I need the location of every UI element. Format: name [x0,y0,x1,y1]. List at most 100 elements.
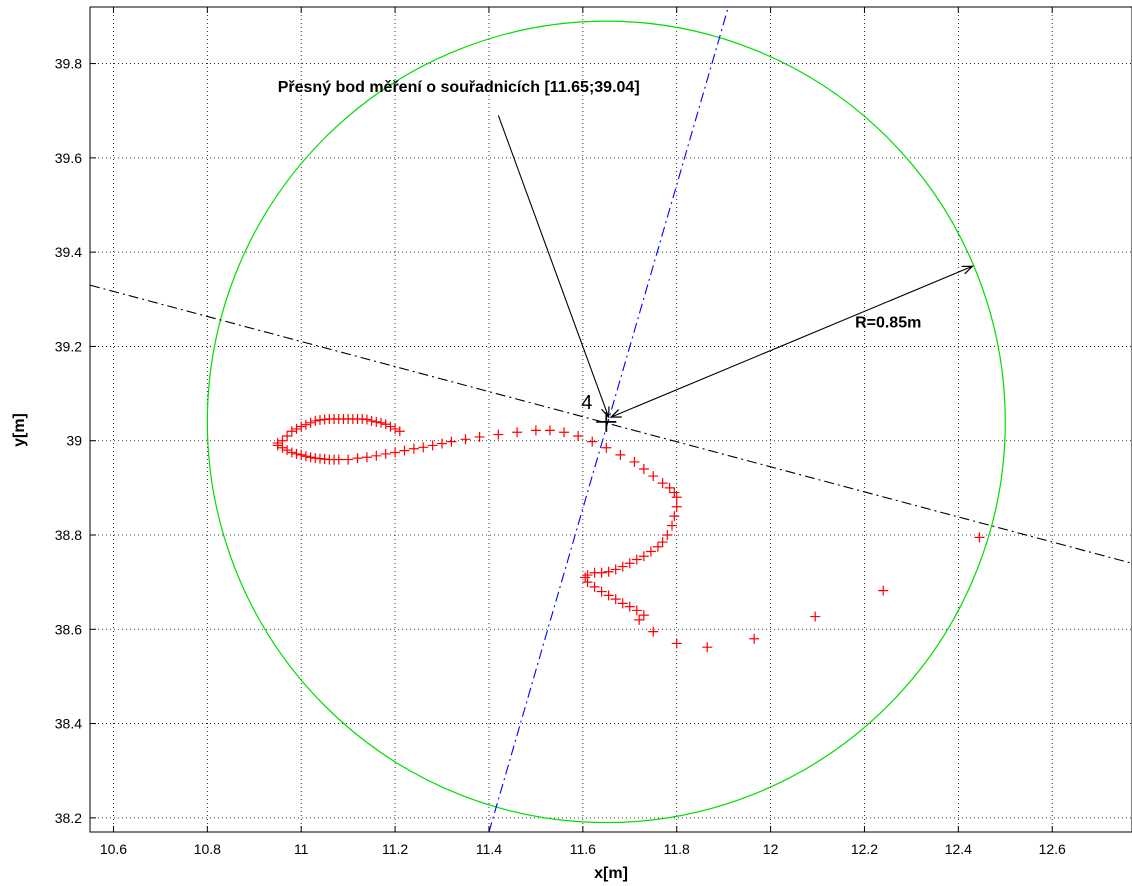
track-point-marker [662,530,673,540]
y-tick-label: 39.4 [55,244,82,260]
track-point-marker [580,572,591,583]
track-point-marker [310,415,321,426]
track-point-marker [669,487,680,498]
track-point-marker [645,546,656,557]
track-point-marker [671,501,682,512]
track-point-marker [437,438,448,449]
track-point-marker [974,532,985,543]
x-ticks: 10.6 10.8 11 11.2 11.4 11.6 11.8 12 12.2 12.4 12.6 [100,7,1066,857]
x-tick-label: 12.2 [851,841,878,857]
x-tick-label: 12.4 [945,841,972,857]
x-tick-label: 11 [294,841,309,857]
annotation-layer: 4 Přesný bod měření o souřadnicích [11.65… [278,79,973,432]
track-point-marker [282,445,293,456]
track-point-marker [408,443,419,454]
track-point-marker [702,642,713,653]
track-point-marker [530,425,541,436]
y-tick-label: 39.6 [55,150,82,166]
track-point-marker [573,431,584,441]
radius-arrow [611,266,972,417]
track-point-marker [390,423,401,434]
track-point-marker [418,442,429,453]
track-point-marker [296,421,307,432]
track-point-marker [399,445,410,456]
track-point-marker [652,541,663,552]
track-point-marker [446,436,457,447]
plot-frame [89,6,1132,833]
track-point-marker [631,554,642,565]
track-point-marker [617,598,628,609]
track-point-marker [878,585,889,596]
track-point-marker [333,454,344,465]
track-point-marker [631,605,642,616]
track-point-marker [638,464,649,474]
x-tick-label: 11.4 [476,841,502,857]
track-point-marker [615,449,626,460]
track-point-marker [291,423,302,434]
measurement-annotation-arrow [497,115,608,417]
track-point-marker [380,419,391,430]
track-point-marker [648,626,659,637]
track-point-marker [671,492,682,503]
track-point-marker [624,601,635,612]
track-point-marker [286,447,297,458]
track-point-marker [638,610,649,621]
x-tick-label: 11.2 [382,841,408,857]
y-tick-label: 38.6 [55,621,82,637]
y-tick-label: 38.2 [55,810,82,826]
track-point-marker [589,581,600,592]
radius-annotation-text: R=0.85m [855,315,921,332]
grid [90,7,1132,832]
track-point-marker [657,478,668,489]
track-point-marker [371,450,382,461]
y-tick-label: 38.8 [55,527,82,543]
track-point-marker [648,471,659,482]
track-point-marker [286,426,297,437]
track-point-marker [385,421,396,432]
blue-dashdot-line [488,7,729,832]
track-point-marker [559,427,570,438]
track-point-marker [305,452,316,463]
y-tick-label: 39.8 [55,56,82,72]
track-point-marker [314,414,325,425]
y-ticks: 38.2 38.4 38.6 38.8 39 39.2 39.4 39.6 39.8 [55,56,96,826]
x-tick-label: 12 [763,841,779,857]
track-point-marker [300,451,311,462]
y-tick-label: 39.2 [55,338,82,354]
x-tick-label: 11.6 [570,841,596,857]
y-tick-label: 38.4 [55,716,82,732]
lines-layer [90,7,1132,832]
series-layer [272,414,985,653]
track-point-marker [277,442,288,453]
track-point-marker [601,442,612,453]
track-point-marker [624,558,635,569]
x-axis-label: x[m] [594,865,628,882]
track-point-marker [460,434,471,445]
track-point-marker [589,567,600,578]
track-point-marker [664,482,675,493]
track-point-marker [352,453,363,464]
track-point-marker [343,454,354,465]
x-tick-label: 10.6 [100,841,127,857]
track-point-marker [390,447,401,458]
x-tick-label: 11.8 [664,841,690,857]
radius-circle [206,20,1006,824]
track-point-marker [380,448,391,459]
circle-layer [206,20,1006,824]
track-point-marker [610,564,621,575]
track-point-marker [366,415,377,426]
track-point-marker [512,427,523,438]
track-point-marker [657,537,668,548]
track-point-marker [671,638,682,649]
track-point-marker [587,436,598,447]
track-point-marker [749,633,760,644]
track-point-marker [629,456,640,467]
track-point-marker [582,577,593,588]
track-point-marker [371,416,382,427]
measurement-point-label: 4 [581,392,592,414]
track-point-marker [394,426,405,437]
track-point-marker [596,586,607,597]
y-axis-label: y[m] [11,413,28,447]
track-point-marker [474,431,485,442]
